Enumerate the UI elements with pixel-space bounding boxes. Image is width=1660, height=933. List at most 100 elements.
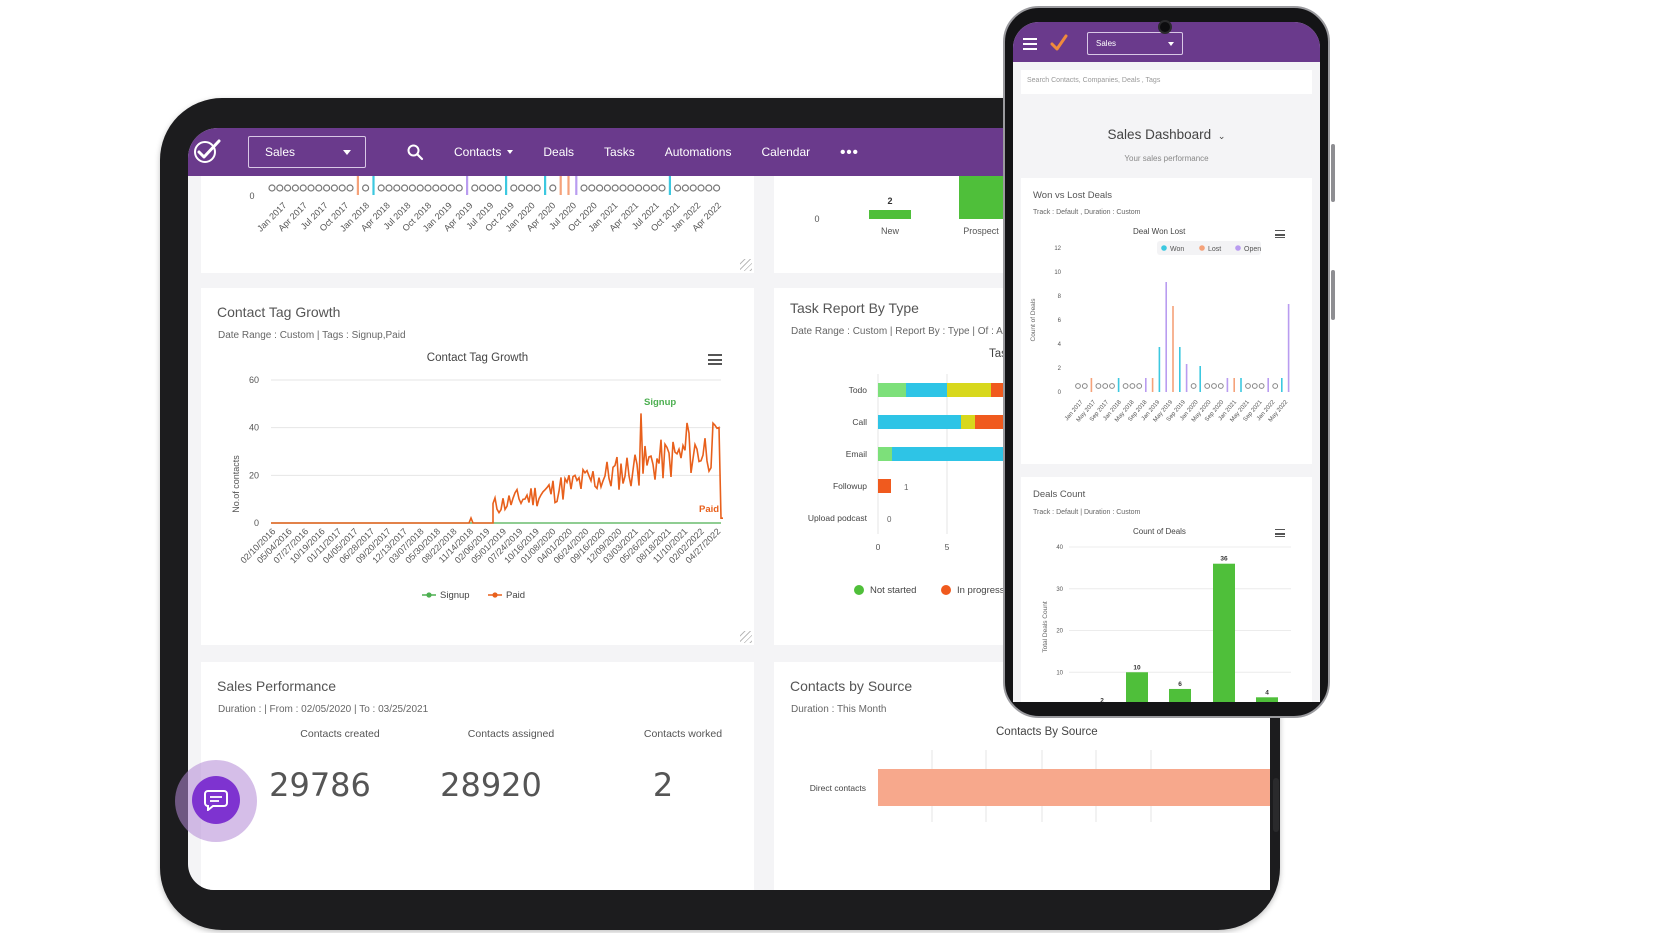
x-tick-label: 0: [876, 542, 881, 552]
legend-won[interactable]: Won: [1170, 246, 1184, 253]
search-input[interactable]: Search Contacts, Companies, Deals , Tags: [1021, 70, 1312, 94]
zero-marker: [1109, 383, 1115, 389]
zero-marker: [338, 184, 346, 192]
bar: [1169, 688, 1191, 702]
nav-automations[interactable]: Automations: [665, 145, 732, 159]
zero-marker: [377, 184, 385, 192]
bar-direct-contacts: [878, 769, 1270, 806]
zero-marker: [518, 184, 526, 192]
chart-menu-icon[interactable]: [708, 354, 722, 365]
bar-value-label: 2: [1100, 698, 1104, 702]
bar-segment: [906, 383, 947, 397]
search-icon[interactable]: [406, 143, 424, 161]
legend-not-started-marker: [854, 585, 864, 595]
card-title: Sales Performance: [217, 678, 337, 694]
legend-in-progress[interactable]: In progress: [957, 585, 1005, 596]
zero-marker: [650, 184, 658, 192]
zero-marker: [346, 184, 354, 192]
app-logo-icon[interactable]: [1050, 34, 1068, 52]
bar: [1126, 672, 1148, 702]
legend-in-progress-marker: [941, 585, 951, 595]
chart-menu-icon[interactable]: [1275, 529, 1285, 537]
card-title: Deals Count: [1033, 489, 1086, 500]
bar: [1165, 282, 1167, 392]
resize-handle[interactable]: [740, 259, 752, 271]
zero-marker: [1217, 383, 1224, 389]
bar-segment: [961, 415, 975, 429]
phone-side-button: [1331, 270, 1335, 320]
bar: [356, 176, 359, 195]
card-title: Contacts by Source: [790, 678, 913, 694]
bar-new-value: 2: [887, 196, 892, 206]
legend-paid[interactable]: Paid: [506, 590, 525, 601]
zero-marker: [268, 184, 276, 192]
y-tick-label: 6: [1058, 318, 1062, 324]
partial-zero-label: 0: [814, 214, 819, 224]
dashboard-title[interactable]: Sales Dashboard ⌄: [1013, 127, 1320, 142]
zero-marker: [580, 184, 588, 192]
nav-deals[interactable]: Deals: [543, 145, 574, 159]
y-tick-label: 20: [1056, 629, 1063, 635]
card-subtitle: Date Range : Custom | Tags : Signup,Paid: [218, 330, 406, 341]
zero-marker: [393, 184, 401, 192]
app-logo-icon[interactable]: [192, 137, 222, 167]
legend-lost[interactable]: Lost: [1208, 246, 1221, 253]
upload-value-label: 0: [887, 515, 892, 524]
bar: [1199, 366, 1201, 392]
bar: [1213, 563, 1235, 702]
legend-open[interactable]: Open: [1244, 246, 1261, 253]
category-label: Call: [852, 417, 867, 427]
partial-deals-stage-chart: 2 0 New Prospect: [814, 176, 1003, 236]
card-subtitle: Date Range : Custom | Report By : Type |…: [791, 326, 1016, 337]
legend-signup[interactable]: Signup: [440, 590, 470, 601]
zero-marker: [619, 184, 627, 192]
search-placeholder: Search Contacts, Companies, Deals , Tags: [1027, 77, 1161, 84]
card-subtitle: Track : Default , Duration : Custom: [1033, 209, 1141, 216]
category-label: Email: [846, 449, 867, 459]
nav-contacts[interactable]: Contacts: [454, 145, 514, 159]
y-axis-title: No.of contacts: [231, 455, 241, 513]
card-title: Contact Tag Growth: [217, 304, 341, 320]
zero-marker: [299, 184, 307, 192]
resize-handle[interactable]: [740, 631, 752, 643]
bar-value-label: 36: [1220, 556, 1228, 563]
zero-marker: [1245, 383, 1251, 389]
pipeline-select[interactable]: Sales: [1087, 32, 1183, 55]
more-menu-icon[interactable]: •••: [840, 143, 859, 161]
partial-zero-label: 0: [249, 191, 254, 201]
y-axis-title: Count of Deals: [1030, 298, 1037, 342]
zero-marker: [408, 184, 416, 192]
bar: [1233, 378, 1235, 392]
deals-count-chart: 40 30 20 10 Total Deals Count 2 10 6 36 4: [1042, 545, 1291, 702]
zero-marker: [471, 184, 479, 192]
chat-widget-button[interactable]: [192, 776, 240, 824]
zero-marker: [658, 184, 666, 192]
legend-not-started[interactable]: Not started: [870, 585, 916, 596]
zero-marker: [1129, 383, 1136, 389]
zero-marker: [549, 184, 557, 192]
partial-chart-card-left: Jan 2017 Apr 2017 Jul 2017 Oct 2017 Jan 2018…: [201, 176, 754, 273]
nav-tasks[interactable]: Tasks: [604, 145, 635, 159]
nav-calendar[interactable]: Calendar: [761, 145, 810, 159]
chart-menu-icon[interactable]: [1275, 230, 1285, 238]
contact-tag-growth-card: Contact Tag Growth Date Range : Custom |…: [201, 288, 754, 645]
hamburger-menu-icon[interactable]: [1023, 38, 1037, 50]
zero-marker: [1102, 383, 1109, 389]
zero-marker: [440, 184, 448, 192]
x-axis-labels: 02/10/201605/04/201607/27/201610/19/2016…: [238, 526, 722, 565]
legend-signup-marker: [426, 592, 432, 598]
card-title: Task Report By Type: [790, 300, 919, 316]
category-direct-contacts: Direct contacts: [810, 783, 866, 793]
zero-marker: [1190, 383, 1197, 389]
zero-marker: [525, 184, 533, 192]
deals-count-bar-group: 2 10 6 36 4: [1100, 556, 1278, 702]
zero-marker: [291, 184, 300, 192]
pipeline-select[interactable]: Sales: [248, 136, 366, 168]
zero-marker: [642, 184, 650, 192]
followup-value-label: 1: [904, 483, 909, 492]
zero-marker: [455, 184, 463, 192]
y-tick-label: 2: [1058, 366, 1062, 372]
tablet-side-button: [1273, 778, 1279, 832]
zero-marker: [401, 184, 409, 192]
